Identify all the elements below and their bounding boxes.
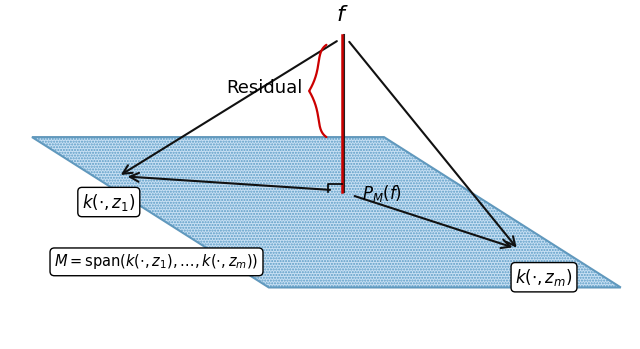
Text: Residual: Residual [227, 79, 303, 97]
Polygon shape [32, 137, 621, 288]
Text: $M = \mathrm{span}(k(\cdot, z_1), \ldots, k(\cdot, z_m))$: $M = \mathrm{span}(k(\cdot, z_1), \ldots… [54, 252, 259, 271]
Text: $k(\cdot, z_m)$: $k(\cdot, z_m)$ [515, 267, 573, 288]
Text: $P_M(f)$: $P_M(f)$ [362, 183, 401, 204]
Text: $k(\cdot, z_1)$: $k(\cdot, z_1)$ [82, 192, 136, 213]
Text: $f$: $f$ [336, 4, 349, 26]
